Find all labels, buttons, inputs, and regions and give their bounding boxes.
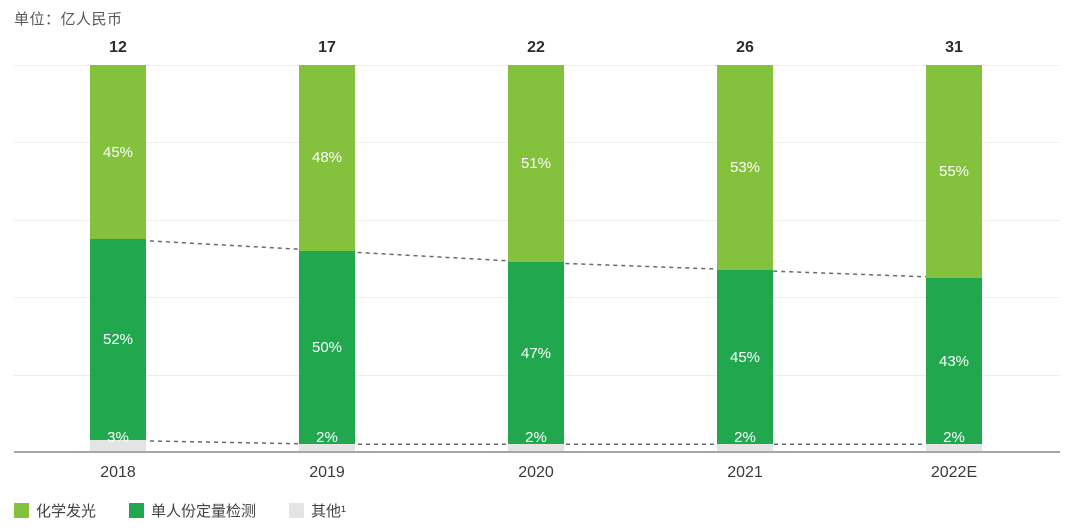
legend-label: 单人份定量检测 [151,503,257,520]
legend-swatch-icon [289,503,305,518]
bar-total-label: 12 [109,39,127,56]
bar-2018: 12 45% 52% 3% [90,39,146,452]
segment-value-label: 43% [938,352,970,370]
x-axis-label-2018: 2018 [100,464,136,481]
segment-value-label: 53% [729,159,761,177]
segment-value-label: 52% [102,331,134,349]
segment-化学发光: 55% [926,65,982,278]
segment-value-label: 48% [311,149,343,167]
bar-total-label: 26 [736,39,754,56]
bar-2020: 22 51% 47% 2% [508,39,564,452]
segment-其他 [717,444,773,452]
segment-化学发光: 45% [90,65,146,240]
bar-total-label: 17 [318,39,336,56]
bar-2019: 17 48% 50% 2% [299,39,355,452]
legend-swatch-icon [129,503,145,518]
segment-其他 [90,440,146,452]
legend-label: 其他¹ [311,503,347,520]
segment-value-label-other: 2% [316,429,338,446]
segment-单人份定量检测: 45% [717,270,773,445]
segment-单人份定量检测: 43% [926,277,982,445]
segment-value-label: 51% [520,155,552,173]
segment-value-label-other: 2% [525,429,547,446]
legend-item: 其他¹ [289,500,346,521]
segment-value-label-other: 3% [107,429,129,446]
segment-value-label: 55% [938,162,970,180]
bar-2021: 26 53% 45% 2% [717,39,773,452]
legend-item: 单人份定量检测 [129,500,256,521]
segment-单人份定量检测: 47% [508,262,564,445]
x-axis-line [14,451,1060,453]
segment-value-label: 45% [102,143,134,161]
segment-单人份定量检测: 50% [299,250,355,445]
legend-item: 化学发光 [14,500,96,521]
bar-2022E: 31 55% 43% 2% [926,39,982,452]
legend-label: 化学发光 [36,503,97,520]
segment-value-label: 50% [311,339,343,356]
x-axis-label-2022E: 2022E [930,464,978,481]
legend: 化学发光 单人份定量检测 其他¹ [14,500,346,521]
segment-化学发光: 53% [717,65,773,271]
segment-其他 [926,444,982,452]
segment-其他 [508,444,564,452]
segment-其他 [299,444,355,452]
x-axis-label-2020: 2020 [518,464,554,481]
segment-value-label: 45% [729,348,761,366]
segment-value-label-other: 2% [943,429,965,446]
unit-label: 单位：亿人民币 [14,11,123,28]
segment-value-label-other: 2% [734,429,756,446]
segment-化学发光: 48% [299,65,355,251]
legend-swatch-icon [14,503,29,518]
x-axis-label-2021: 2021 [727,464,763,481]
x-axis-label-2019: 2019 [309,464,345,481]
segment-value-label: 47% [520,344,552,362]
bar-total-label: 31 [945,39,963,56]
segment-化学发光: 51% [508,65,564,263]
bar-total-label: 22 [527,39,545,56]
segment-单人份定量检测: 52% [90,239,146,441]
